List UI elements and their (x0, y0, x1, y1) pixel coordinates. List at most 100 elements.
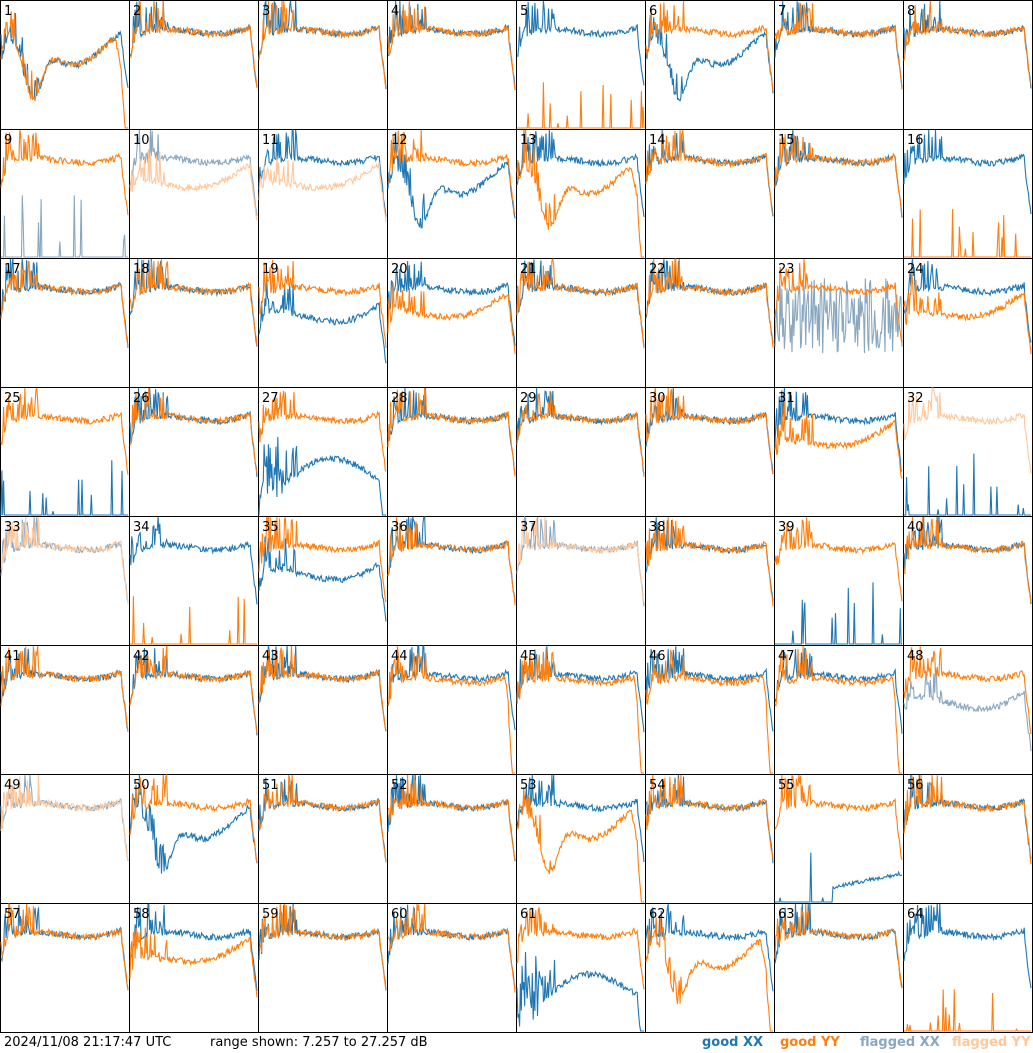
panel-12: 12 (387, 129, 517, 259)
panel-frame (258, 774, 388, 904)
series-yy-good (903, 645, 1032, 735)
series-xx-good (129, 903, 258, 991)
panel-frame (387, 645, 517, 775)
series-xx-good (516, 951, 644, 1032)
panel-frame (774, 645, 904, 775)
series-yy-good (0, 129, 129, 216)
legend-flagged-yy: flagged YY (952, 1035, 1031, 1050)
panel-frame (903, 645, 1033, 775)
series-yy-good (516, 257, 645, 349)
panel-17: 17 (0, 258, 130, 388)
panel-label: 49 (4, 778, 21, 793)
panel-label: 10 (133, 133, 150, 148)
series-xx-good (903, 129, 1032, 215)
panel-label: 56 (907, 778, 924, 793)
series-yy-good (774, 3, 903, 90)
panel-39: 39 (774, 516, 904, 646)
panel-label: 35 (262, 520, 279, 535)
panel-frame (774, 0, 904, 130)
panel-20: 20 (387, 258, 517, 388)
series-yy-good (129, 0, 258, 88)
panel-frame (387, 903, 517, 1033)
series-yy-good (387, 903, 516, 993)
panel-frame (0, 258, 130, 388)
panel-label: 40 (907, 520, 924, 535)
panel-label: 60 (391, 907, 408, 922)
series-yy-good (517, 82, 645, 129)
panel-label: 11 (262, 133, 279, 148)
panel-35: 35 (258, 516, 388, 646)
panel-label: 9 (4, 133, 12, 148)
panel-frame (903, 129, 1033, 259)
series-yy-good (774, 258, 903, 343)
panel-23: 23 (774, 258, 904, 388)
series-xx-good (0, 258, 129, 348)
panel-8: 8 (903, 0, 1033, 130)
series-yy-flagged (129, 148, 258, 221)
panel-43: 43 (258, 645, 388, 775)
series-yy-good (387, 282, 516, 354)
panel-label: 6 (649, 4, 657, 19)
panel-48: 48 (903, 645, 1033, 775)
series-xx-good (903, 258, 1032, 343)
panel-62: 62 (645, 903, 775, 1033)
series-yy-good (645, 774, 774, 859)
panel-frame (0, 516, 130, 646)
panel-frame (645, 645, 775, 775)
panel-label: 38 (649, 520, 666, 535)
panel-45: 45 (516, 645, 646, 775)
panel-29: 29 (516, 387, 646, 517)
panel-55: 55 (774, 774, 904, 904)
panel-frame (129, 774, 259, 904)
panel-label: 33 (4, 520, 21, 535)
series-xx-good (129, 774, 258, 874)
panel-label: 27 (262, 391, 279, 406)
series-xx-good (645, 258, 774, 344)
panel-label: 26 (133, 391, 150, 406)
panel-58: 58 (129, 903, 259, 1033)
series-xx-good (903, 903, 1032, 989)
panel-label: 41 (4, 649, 21, 664)
panel-label: 28 (391, 391, 408, 406)
panel-label: 16 (907, 133, 924, 148)
panel-label: 30 (649, 391, 666, 406)
panel-25: 25 (0, 387, 130, 517)
panel-frame (129, 516, 259, 646)
panel-47: 47 (774, 645, 904, 775)
series-yy-good (904, 209, 1031, 258)
panel-label: 37 (520, 520, 537, 535)
panel-60: 60 (387, 903, 517, 1033)
series-yy-good (129, 927, 258, 998)
series-xx-flagged (1, 195, 128, 258)
panel-label: 36 (391, 520, 408, 535)
panel-5: 5 (516, 0, 646, 130)
series-xx-good (775, 582, 902, 645)
panel-27: 27 (258, 387, 388, 517)
panel-24: 24 (903, 258, 1033, 388)
panel-label: 34 (133, 520, 150, 535)
panel-label: 3 (262, 4, 270, 19)
panel-36: 36 (387, 516, 517, 646)
panel-label: 12 (391, 133, 408, 148)
panel-frame (129, 129, 259, 259)
series-xx-good (129, 516, 258, 605)
series-yy-good (516, 787, 644, 903)
series-xx-good (774, 647, 903, 734)
series-yy-good (516, 648, 644, 774)
series-xx-good (904, 453, 1031, 516)
series-xx-good (645, 14, 774, 102)
panel-15: 15 (774, 129, 904, 259)
panel-40: 40 (903, 516, 1033, 646)
series-yy-flagged (903, 387, 1032, 474)
series-yy-flagged (258, 156, 387, 223)
series-yy-good (387, 387, 516, 477)
series-yy-good (903, 774, 1032, 865)
panel-label: 63 (778, 907, 795, 922)
panel-1: 1 (0, 0, 130, 130)
series-xx-flagged (903, 667, 1032, 752)
series-yy-good (0, 903, 129, 991)
series-yy-good (388, 774, 516, 861)
panel-label: 20 (391, 262, 408, 277)
series-yy-good (258, 390, 387, 472)
panel-label: 29 (520, 391, 537, 406)
